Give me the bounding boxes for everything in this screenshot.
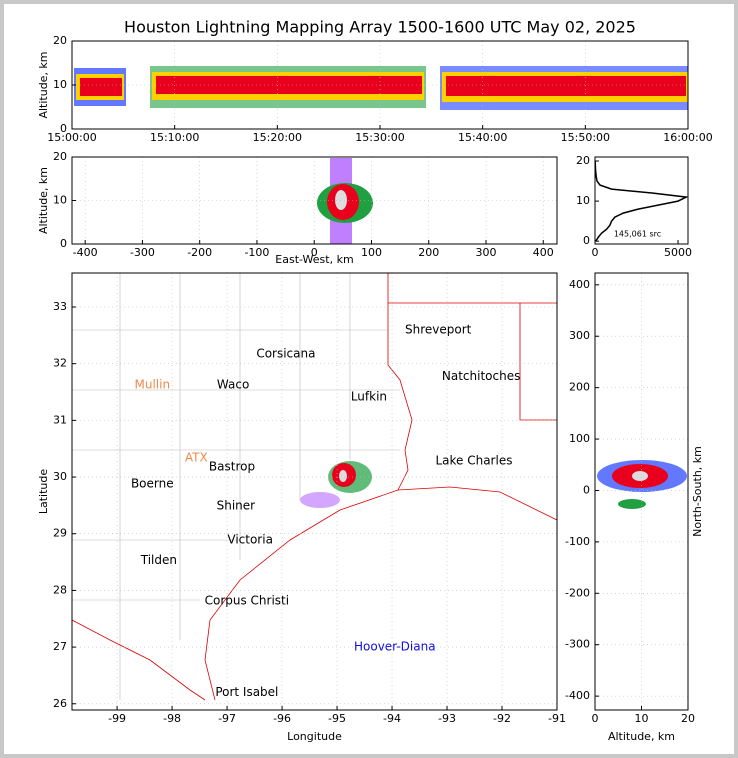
city-label: Natchitoches <box>442 369 520 383</box>
city-label: Boerne <box>131 476 174 490</box>
y-tick-label: 0 <box>583 483 590 496</box>
y-tick-label: 0 <box>60 122 67 135</box>
x-axis-label: Longitude <box>287 730 342 743</box>
y-tick-label: 29 <box>53 527 67 540</box>
y-tick-label: -200 <box>565 586 590 599</box>
city-label: Corsicana <box>256 347 315 361</box>
annotation: 145,061 src <box>614 230 661 239</box>
y-tick-label: 0 <box>583 234 590 247</box>
y-tick-label: 100 <box>569 432 590 445</box>
chart-title: Houston Lightning Mapping Array 1500-160… <box>124 18 636 37</box>
city-label: Corpus Christi <box>205 594 290 608</box>
x-tick-label: 15:40:00 <box>458 131 507 144</box>
plot-frame <box>71 156 558 245</box>
y-tick-label: 28 <box>53 583 67 596</box>
x-tick-label: 0 <box>311 246 318 259</box>
x-tick-label: -93 <box>438 712 456 725</box>
city-label: Mullin <box>134 378 170 392</box>
x-tick-label: -96 <box>273 712 291 725</box>
x-tick-label: -95 <box>328 712 346 725</box>
y-tick-label: 300 <box>569 329 590 342</box>
y-tick-label: 31 <box>53 413 67 426</box>
y-tick-label: -100 <box>565 535 590 548</box>
x-axis-label: East-West, km <box>275 253 353 266</box>
city-label: Hoover-Diana <box>354 640 436 654</box>
profile-line <box>594 160 689 242</box>
x-tick-label: 15:00:00 <box>47 131 96 144</box>
x-tick-label: -94 <box>383 712 401 725</box>
x-tick-label: -92 <box>493 712 511 725</box>
y-axis-label: Altitude, km <box>37 51 50 118</box>
x-tick-label: 100 <box>361 246 382 259</box>
x-tick-label: -100 <box>244 246 269 259</box>
x-tick-label: -300 <box>130 246 155 259</box>
y-tick-label: 20 <box>53 150 67 163</box>
x-tick-label: 15:20:00 <box>253 131 302 144</box>
city-label: Shiner <box>217 498 256 512</box>
city-label: Lake Charles <box>435 454 512 468</box>
x-tick-label: 300 <box>475 246 496 259</box>
y-tick-label: 20 <box>53 34 67 47</box>
y-tick-label: 20 <box>576 154 590 167</box>
x-tick-label: 400 <box>533 246 554 259</box>
x-tick-label: 15:50:00 <box>561 131 610 144</box>
x-tick-label: 200 <box>418 246 439 259</box>
x-tick-label: -200 <box>187 246 212 259</box>
y-tick-label: -400 <box>565 689 590 702</box>
city-label: ATX <box>185 450 208 464</box>
y-axis-label: North-South, km <box>691 446 704 537</box>
x-tick-label: 10 <box>635 712 649 725</box>
x-tick-label: 0 <box>592 712 599 725</box>
x-tick-label: -99 <box>108 712 126 725</box>
x-tick-label: 0 <box>592 246 599 259</box>
city-label: Port Isabel <box>215 685 278 699</box>
y-axis-label: Altitude, km <box>37 167 50 234</box>
x-axis-label: Altitude, km <box>608 730 675 743</box>
y-tick-label: 200 <box>569 381 590 394</box>
x-tick-label: 5000 <box>664 246 692 259</box>
x-tick-label: -98 <box>163 712 181 725</box>
y-tick-label: 26 <box>53 697 67 710</box>
x-tick-label: -400 <box>73 246 98 259</box>
x-tick-label: 16:00:00 <box>663 131 712 144</box>
plot-frame <box>71 272 558 711</box>
city-label: Bastrop <box>209 459 255 473</box>
y-tick-label: -300 <box>565 638 590 651</box>
y-tick-label: 10 <box>53 78 67 91</box>
y-tick-label: 27 <box>53 640 67 653</box>
y-tick-label: 30 <box>53 470 67 483</box>
y-tick-label: 10 <box>53 194 67 207</box>
x-tick-label: 15:10:00 <box>150 131 199 144</box>
y-axis-label: Latitude <box>37 469 50 515</box>
city-label: Tilden <box>140 553 177 567</box>
map-borders <box>71 273 558 701</box>
plot-frame <box>594 156 689 245</box>
plot-frame <box>71 40 689 130</box>
plot-frame <box>594 272 689 711</box>
y-tick-label: 33 <box>53 300 67 313</box>
x-tick-label: 15:30:00 <box>355 131 404 144</box>
city-label: Waco <box>217 378 249 392</box>
city-label: Victoria <box>227 532 273 546</box>
x-tick-label: 20 <box>681 712 695 725</box>
x-tick-label: -97 <box>218 712 236 725</box>
city-label: Shreveport <box>405 323 472 337</box>
y-tick-label: 0 <box>60 237 67 250</box>
x-tick-label: -91 <box>548 712 566 725</box>
y-tick-label: 32 <box>53 357 67 370</box>
city-label: Lufkin <box>351 390 387 404</box>
y-tick-label: 10 <box>576 194 590 207</box>
y-tick-label: 400 <box>569 278 590 291</box>
density-decor <box>74 66 688 509</box>
